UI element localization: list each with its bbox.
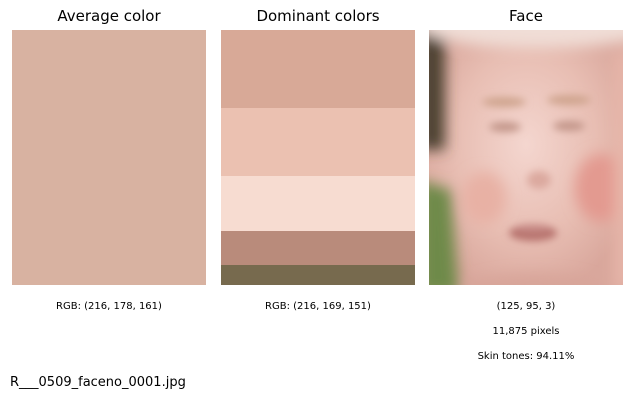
- face-shape: (125, 95, 3): [496, 301, 556, 312]
- dominant-color-band-1: [221, 30, 415, 108]
- face-pixel-count: 11,875 pixels: [492, 326, 560, 337]
- average-color-title: Average color: [57, 7, 161, 25]
- face-image: [429, 30, 623, 285]
- dominant-color-band-2: [221, 108, 415, 176]
- dominant-color-band-5: [221, 265, 415, 285]
- dominant-color-band-3: [221, 176, 415, 231]
- dominant-color-rgb: RGB: (216, 169, 151): [265, 301, 371, 312]
- average-color-swatch: [12, 30, 206, 285]
- dominant-colors-title: Dominant colors: [256, 7, 380, 25]
- dominant-color-band-4: [221, 231, 415, 265]
- average-color-rgb: RGB: (216, 178, 161): [56, 301, 162, 312]
- face-title: Face: [509, 7, 543, 25]
- skin-tone-percentage: Skin tones: 94.11%: [477, 351, 575, 362]
- dominant-colors-stack: [221, 30, 415, 285]
- file-name: R___0509_faceno_0001.jpg: [10, 375, 186, 390]
